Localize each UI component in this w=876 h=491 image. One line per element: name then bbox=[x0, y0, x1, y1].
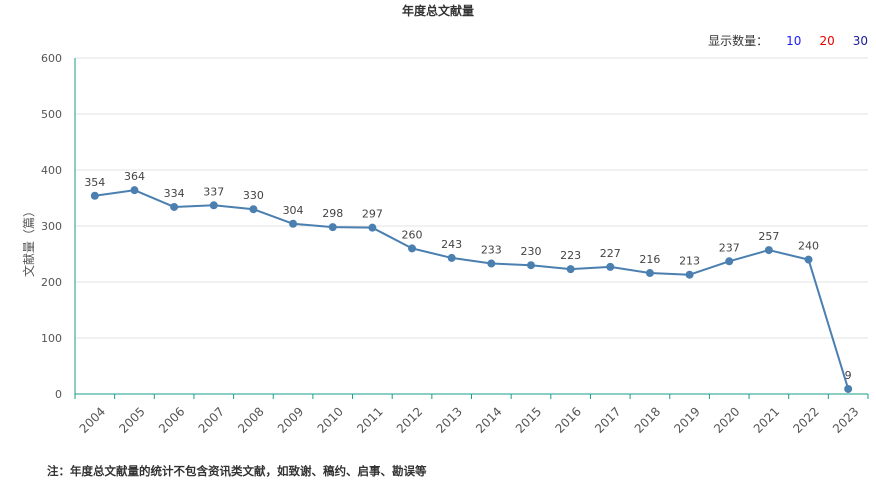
x-tick-label: 2013 bbox=[434, 404, 465, 435]
data-label: 257 bbox=[758, 230, 779, 243]
x-tick-label: 2006 bbox=[156, 404, 187, 435]
x-tick-label: 2023 bbox=[830, 404, 861, 435]
data-label: 337 bbox=[203, 185, 224, 198]
data-label: 298 bbox=[322, 207, 343, 220]
data-label: 334 bbox=[164, 187, 185, 200]
data-point bbox=[487, 259, 496, 268]
data-label: 233 bbox=[481, 244, 502, 257]
x-tick-label: 2007 bbox=[196, 404, 227, 435]
x-tick-label: 2021 bbox=[751, 404, 782, 435]
data-label: 216 bbox=[639, 253, 660, 266]
data-point bbox=[90, 191, 99, 200]
x-tick-label: 2017 bbox=[592, 404, 623, 435]
data-point bbox=[249, 205, 258, 214]
data-label: 364 bbox=[124, 170, 145, 183]
data-label: 223 bbox=[560, 249, 581, 262]
display-count-label: 显示数量： bbox=[708, 34, 769, 48]
x-tick-label: 2016 bbox=[552, 404, 583, 435]
footnote: 注：年度总文献量的统计不包含资讯类文献，如致谢、稿约、启事、勘误等 bbox=[47, 464, 427, 478]
x-tick-label: 2022 bbox=[790, 404, 821, 435]
y-tick-label: 400 bbox=[41, 164, 62, 177]
y-tick-label: 200 bbox=[41, 276, 62, 289]
data-label: 9 bbox=[845, 369, 852, 382]
data-point bbox=[368, 223, 377, 232]
data-point bbox=[209, 201, 218, 210]
data-label: 330 bbox=[243, 189, 264, 202]
count-option-20[interactable]: 20 bbox=[819, 33, 835, 48]
data-point bbox=[606, 262, 615, 271]
x-tick-label: 2005 bbox=[116, 404, 147, 435]
y-tick-label: 0 bbox=[55, 388, 62, 401]
data-point bbox=[328, 223, 337, 232]
data-label: 243 bbox=[441, 238, 462, 251]
x-tick-label: 2009 bbox=[275, 404, 306, 435]
x-tick-label: 2011 bbox=[354, 404, 385, 435]
data-label: 240 bbox=[798, 240, 819, 253]
x-tick-label: 2014 bbox=[473, 404, 504, 435]
x-tick-label: 2015 bbox=[513, 404, 544, 435]
y-tick-label: 500 bbox=[41, 108, 62, 121]
display-count-selector: 显示数量： 10 20 30 bbox=[708, 32, 868, 49]
y-tick-label: 600 bbox=[41, 52, 62, 65]
y-tick-label: 300 bbox=[41, 220, 62, 233]
chart-title: 年度总文献量 bbox=[401, 4, 474, 18]
series-line bbox=[94, 189, 850, 390]
data-point bbox=[447, 253, 456, 262]
data-point bbox=[566, 265, 575, 274]
data-label: 304 bbox=[283, 204, 304, 217]
count-option-10[interactable]: 10 bbox=[786, 33, 802, 48]
data-label: 354 bbox=[84, 176, 105, 189]
data-label: 260 bbox=[402, 228, 423, 241]
data-point bbox=[408, 244, 417, 253]
x-tick-label: 2019 bbox=[671, 404, 702, 435]
data-point bbox=[725, 257, 734, 266]
data-point bbox=[170, 202, 179, 211]
x-tick-label: 2010 bbox=[315, 404, 346, 435]
data-point bbox=[645, 269, 654, 278]
data-point bbox=[130, 186, 139, 195]
data-label: 230 bbox=[520, 245, 541, 258]
data-point bbox=[764, 246, 773, 255]
x-tick-label: 2020 bbox=[711, 404, 742, 435]
data-label: 213 bbox=[679, 255, 700, 268]
data-point bbox=[526, 261, 535, 270]
x-tick-label: 2018 bbox=[632, 404, 663, 435]
count-option-30[interactable]: 30 bbox=[852, 33, 868, 48]
data-label: 227 bbox=[600, 247, 621, 260]
x-tick-label: 2012 bbox=[394, 404, 425, 435]
x-tick-label: 2004 bbox=[77, 404, 108, 435]
x-tick-label: 2008 bbox=[235, 404, 266, 435]
y-tick-label: 100 bbox=[41, 332, 62, 345]
data-label: 297 bbox=[362, 208, 383, 221]
data-point bbox=[289, 219, 298, 228]
data-point bbox=[844, 384, 853, 393]
data-point bbox=[804, 255, 813, 264]
y-axis-title: 文献量（篇） bbox=[21, 205, 36, 277]
data-label: 237 bbox=[719, 241, 740, 254]
data-point bbox=[685, 270, 694, 279]
